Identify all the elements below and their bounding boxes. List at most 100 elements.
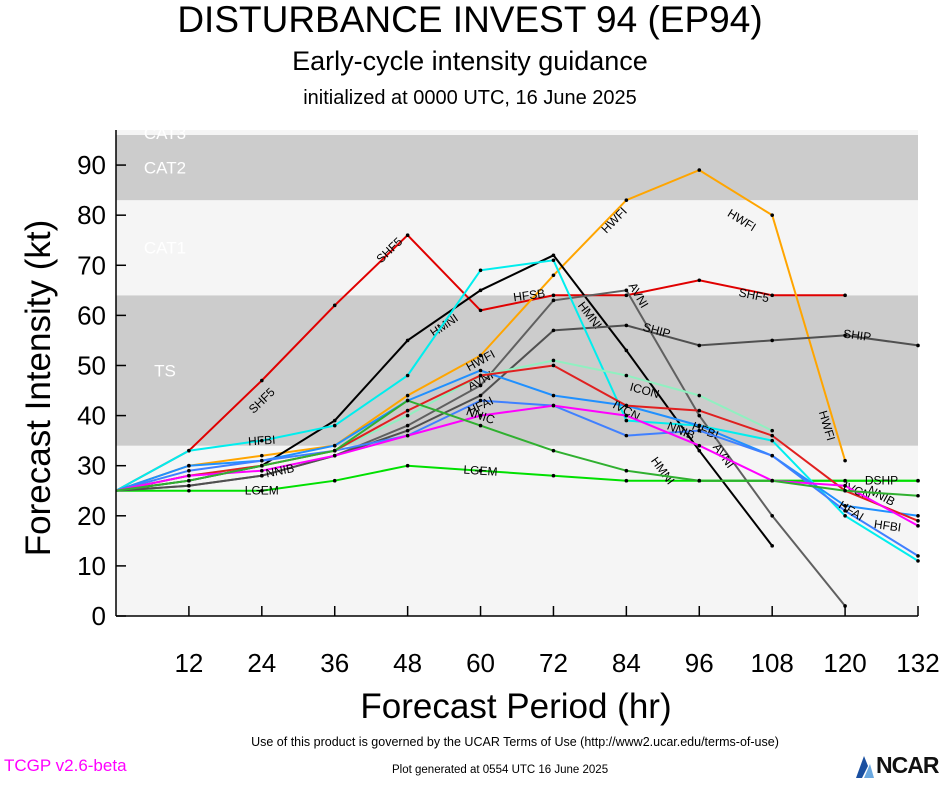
series-line-hfai: [115, 399, 919, 557]
data-point: [478, 353, 483, 358]
data-point: [770, 513, 774, 518]
data-point: [260, 468, 264, 473]
data-point: [770, 428, 774, 433]
data-point: [332, 478, 337, 483]
data-point: [916, 559, 920, 563]
data-point: [916, 513, 920, 518]
data-point: [551, 403, 556, 408]
x-tick-label: 12: [174, 648, 203, 678]
x-tick-label: 96: [685, 648, 714, 678]
data-point: [624, 433, 629, 438]
data-point: [551, 293, 556, 298]
data-point: [843, 503, 847, 508]
data-point: [697, 448, 702, 453]
data-point: [770, 544, 774, 548]
data-point: [843, 478, 847, 483]
series-label: SHF5: [738, 285, 771, 305]
data-point: [624, 323, 629, 328]
ncar-logo-icon: [856, 756, 874, 778]
data-point: [697, 413, 702, 418]
series-line-nnic: [115, 399, 919, 497]
series-label-group: SHIP: [842, 327, 872, 345]
data-point: [260, 458, 264, 463]
data-point: [260, 463, 264, 468]
data-point: [916, 478, 920, 483]
data-point: [332, 418, 337, 423]
data-point: [916, 519, 920, 523]
data-point: [551, 363, 556, 368]
x-tick-label: 132: [896, 648, 939, 678]
data-point: [551, 253, 556, 258]
data-point: [916, 554, 920, 558]
data-point: [551, 393, 556, 398]
data-point: [478, 373, 483, 378]
y-tick-label: 40: [77, 401, 106, 431]
data-point: [843, 333, 847, 338]
generated-time: Plot generated at 0554 UTC 16 June 2025: [392, 764, 609, 776]
chart-axes: 0 10 20 30 40 50 60 70 80 90 12 24 36 48 60 72 84 96 108 12…: [77, 130, 940, 678]
data-point: [624, 288, 629, 293]
data-point: [916, 524, 920, 528]
y-tick-label: 10: [77, 551, 106, 581]
data-point: [770, 338, 774, 343]
y-tick-label: 0: [92, 601, 106, 631]
y-tick-label: 30: [77, 451, 106, 481]
data-point: [187, 463, 191, 468]
x-tick-label: 60: [466, 648, 495, 678]
data-point: [697, 423, 702, 428]
data-point: [260, 438, 264, 443]
data-point: [624, 418, 629, 423]
series-ship: SHIP SHIP: [115, 320, 920, 492]
data-point: [405, 408, 410, 413]
x-tick-label: 84: [612, 648, 641, 678]
series-label-group: HFBI: [248, 433, 276, 449]
data-point: [770, 433, 774, 438]
band-label-ts: TS: [154, 361, 176, 380]
data-point: [843, 458, 847, 463]
band-label-cat3: CAT3: [144, 124, 186, 143]
data-point: [843, 604, 847, 608]
data-point: [843, 483, 847, 488]
y-tick-label: 20: [77, 501, 106, 531]
data-point: [187, 473, 191, 478]
data-point: [260, 378, 264, 383]
data-point: [843, 513, 847, 518]
chart-subtitle: Early-cycle intensity guidance: [292, 46, 648, 76]
data-point: [478, 383, 483, 388]
series-label-group: HFBI: [873, 517, 902, 535]
data-point: [478, 308, 483, 313]
data-point: [405, 463, 410, 468]
series-line-ship: [115, 324, 919, 492]
x-tick-label: 24: [247, 648, 276, 678]
data-point: [697, 408, 702, 413]
data-point: [478, 423, 483, 428]
band-label-cat1: CAT1: [144, 239, 186, 258]
data-point: [332, 448, 337, 453]
data-point: [624, 373, 629, 378]
data-point: [916, 343, 920, 348]
data-point: [405, 393, 410, 398]
data-point: [697, 478, 702, 483]
data-point: [551, 358, 556, 363]
data-point: [405, 373, 410, 378]
y-tick-label: 70: [77, 250, 106, 280]
x-axis-label: Forecast Period (hr): [360, 687, 671, 726]
x-tick-label: 72: [539, 648, 568, 678]
data-point: [478, 413, 483, 418]
series-hfsb: HFSB: [115, 258, 920, 563]
data-point: [551, 273, 556, 278]
data-point: [551, 328, 556, 333]
data-point: [551, 298, 556, 303]
series-label-group: NNIB: [265, 461, 296, 480]
data-point: [770, 453, 774, 458]
data-point: [478, 368, 483, 373]
data-point: [697, 393, 702, 398]
data-point: [478, 288, 483, 293]
data-point: [551, 448, 556, 453]
x-tick-label: 48: [393, 648, 422, 678]
ncar-logo-text: NCAR: [876, 752, 939, 778]
series-label: HFBI: [248, 433, 276, 449]
series-label-group: SHF5: [738, 285, 771, 305]
data-point: [332, 443, 337, 448]
